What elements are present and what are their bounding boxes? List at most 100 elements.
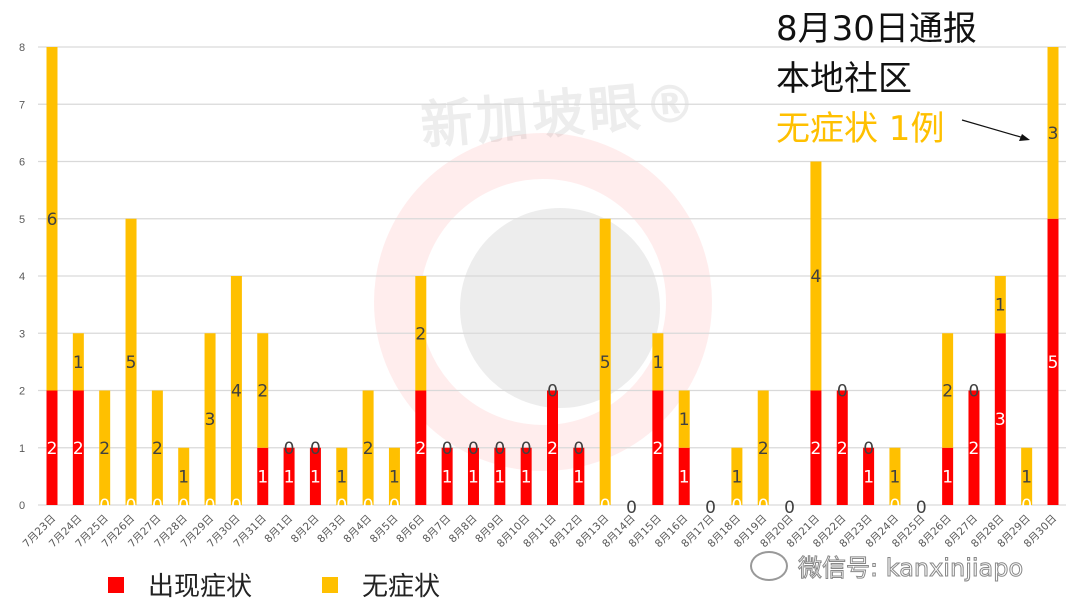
y-tick-label: 7 xyxy=(19,99,25,111)
data-label-symptomatic: 1 xyxy=(284,467,295,487)
data-label-symptomatic: 1 xyxy=(310,467,321,487)
y-tick-label: 3 xyxy=(19,328,25,340)
data-label-asymptomatic: 1 xyxy=(1021,467,1032,487)
data-label-symptomatic: 0 xyxy=(758,496,769,516)
bar-symptomatic xyxy=(573,447,585,505)
data-label-asymptomatic: 0 xyxy=(468,439,479,459)
data-label-symptomatic: 1 xyxy=(442,467,453,487)
bar-asymptomatic xyxy=(415,276,427,391)
data-label-asymptomatic: 2 xyxy=(363,439,374,459)
data-label-asymptomatic: 2 xyxy=(942,382,953,402)
bar-symptomatic xyxy=(968,390,980,505)
data-label-symptomatic: 2 xyxy=(969,439,980,459)
data-label-symptomatic: 2 xyxy=(73,439,84,459)
legend-item-symptomatic: 出现症状 xyxy=(108,566,252,603)
watermark-logo-center xyxy=(460,208,660,408)
y-tick-label: 1 xyxy=(19,443,25,455)
data-label-asymptomatic: 3 xyxy=(205,410,216,430)
bar-symptomatic xyxy=(283,447,295,505)
x-tick-label: 8月5日 xyxy=(368,513,401,546)
data-label-symptomatic: 0 xyxy=(205,496,216,516)
chart-annotation: 8月30日通报 本地社区 无症状 1例 xyxy=(776,4,977,154)
bar-symptomatic xyxy=(520,447,532,505)
bar-asymptomatic xyxy=(678,390,690,448)
wechat-watermark: 微信号: kanxinjiapo xyxy=(750,548,1024,583)
wechat-icon xyxy=(750,550,788,581)
data-label-zero: 0 xyxy=(626,498,637,518)
bar-symptomatic xyxy=(467,447,479,505)
y-tick-label: 6 xyxy=(19,157,25,169)
data-label-asymptomatic: 2 xyxy=(415,324,426,344)
data-label-asymptomatic: 1 xyxy=(995,296,1006,316)
legend-label: 出现症状 xyxy=(148,572,253,602)
data-label-symptomatic: 2 xyxy=(415,439,426,459)
y-tick-label: 4 xyxy=(19,271,25,283)
bar-symptomatic xyxy=(810,390,822,505)
data-label-asymptomatic: 2 xyxy=(758,439,769,459)
bar-symptomatic xyxy=(547,390,558,505)
data-label-symptomatic: 0 xyxy=(126,496,137,516)
data-label-symptomatic: 1 xyxy=(679,467,690,487)
data-label-asymptomatic: 1 xyxy=(679,410,690,430)
data-label-symptomatic: 0 xyxy=(389,496,400,516)
bar-asymptomatic xyxy=(362,390,374,505)
data-label-symptomatic: 1 xyxy=(494,467,505,487)
bar-asymptomatic xyxy=(151,390,163,505)
annotation-arrow xyxy=(961,119,1025,139)
x-tick-label: 8月4日 xyxy=(341,513,374,546)
data-label-asymptomatic: 1 xyxy=(336,467,347,487)
y-tick-label: 8 xyxy=(19,42,25,54)
legend-swatch-red xyxy=(108,576,124,593)
bar-symptomatic xyxy=(678,447,690,505)
bar-asymptomatic xyxy=(178,447,190,505)
data-label-asymptomatic: 0 xyxy=(442,439,453,459)
bar-asymptomatic xyxy=(889,447,901,505)
data-label-symptomatic: 2 xyxy=(547,439,558,459)
annotation-line-asymptomatic: 无症状 1例 xyxy=(776,109,945,149)
data-label-symptomatic: 0 xyxy=(231,496,242,516)
data-label-symptomatic: 2 xyxy=(47,439,58,459)
data-label-asymptomatic: 0 xyxy=(837,382,848,402)
data-label-asymptomatic: 0 xyxy=(969,382,980,402)
legend-label: 无症状 xyxy=(362,572,441,602)
bar-symptomatic xyxy=(494,447,506,505)
bar-asymptomatic xyxy=(46,47,58,391)
y-tick-label: 2 xyxy=(19,386,25,398)
bar-asymptomatic xyxy=(942,333,954,448)
bar-asymptomatic xyxy=(1047,47,1059,219)
y-tick-label: 5 xyxy=(19,214,25,226)
data-label-symptomatic: 0 xyxy=(336,496,347,516)
data-label-asymptomatic: 0 xyxy=(494,439,505,459)
x-tick-label: 8月3日 xyxy=(315,513,348,546)
data-label-asymptomatic: 1 xyxy=(652,353,663,373)
data-label-symptomatic: 1 xyxy=(863,467,874,487)
data-label-symptomatic: 0 xyxy=(178,496,189,516)
bar-asymptomatic xyxy=(257,333,269,448)
bar-symptomatic xyxy=(994,333,1006,505)
data-label-asymptomatic: 2 xyxy=(257,382,268,402)
annotation-line-community: 本地社区 xyxy=(776,59,912,99)
x-tick-label: 8月7日 xyxy=(420,513,453,546)
data-label-asymptomatic: 0 xyxy=(284,439,295,459)
x-tick-label: 8月1日 xyxy=(262,513,295,546)
data-label-symptomatic: 1 xyxy=(257,467,268,487)
data-label-symptomatic: 0 xyxy=(731,496,742,516)
data-label-symptomatic: 5 xyxy=(1048,353,1059,373)
x-tick-label: 8月6日 xyxy=(394,513,427,546)
data-label-symptomatic: 2 xyxy=(652,439,663,459)
bar-asymptomatic xyxy=(230,276,242,505)
data-label-symptomatic: 1 xyxy=(573,467,584,487)
bar-asymptomatic xyxy=(994,276,1006,334)
bar-symptomatic xyxy=(942,447,954,505)
data-label-asymptomatic: 5 xyxy=(126,353,137,373)
data-label-asymptomatic: 4 xyxy=(811,267,822,287)
data-label-symptomatic: 0 xyxy=(890,496,901,516)
data-label-asymptomatic: 0 xyxy=(547,382,558,402)
data-label-symptomatic: 2 xyxy=(811,439,822,459)
y-tick-label: 0 xyxy=(19,500,25,512)
data-label-symptomatic: 0 xyxy=(600,496,611,516)
data-label-symptomatic: 0 xyxy=(1021,496,1032,516)
bar-symptomatic xyxy=(836,390,848,505)
data-label-zero: 0 xyxy=(784,498,795,518)
